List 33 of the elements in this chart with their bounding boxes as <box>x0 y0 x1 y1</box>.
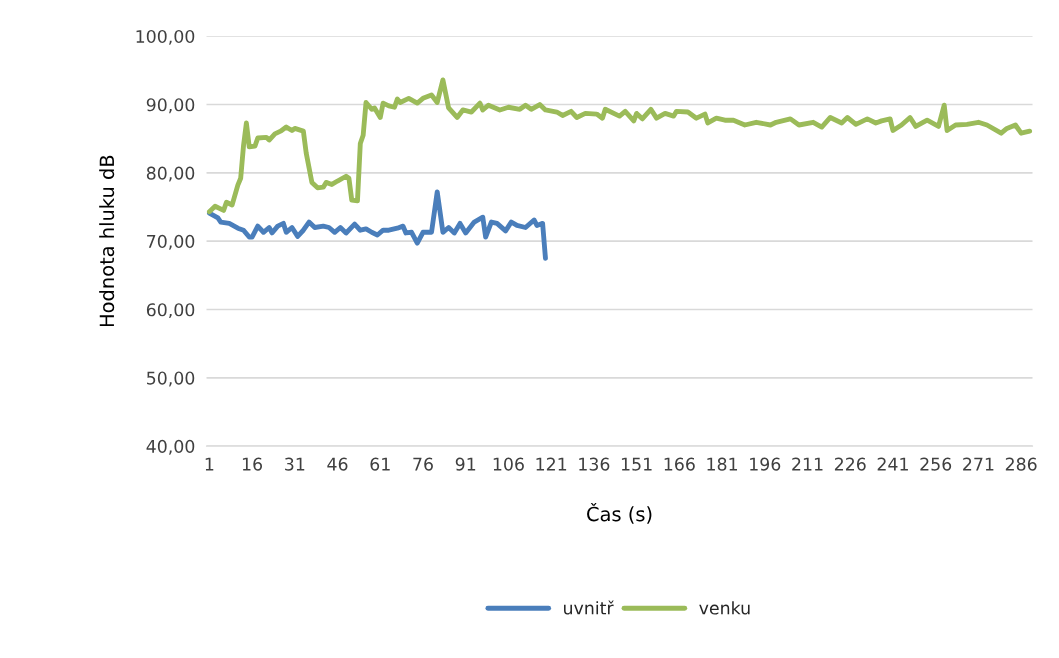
y-tick-label: 40,00 <box>146 439 195 455</box>
x-tick-label: 151 <box>621 457 652 471</box>
line-series <box>206 189 548 261</box>
x-axis-title: Čas (s) <box>587 503 652 524</box>
x-tick-label: 241 <box>877 457 908 471</box>
x-tick-label: 31 <box>285 457 305 471</box>
x-tick-label: 46 <box>327 457 348 471</box>
y-tick-label: 100,00 <box>136 29 195 45</box>
x-tick-label: 16 <box>242 457 263 471</box>
y-tick-label: 60,00 <box>146 303 195 319</box>
line-series <box>206 77 1033 215</box>
x-tick-label: 91 <box>455 457 476 471</box>
y-tick-label: 80,00 <box>146 166 195 182</box>
x-tick-label: 226 <box>834 457 866 471</box>
legend-label: venku <box>699 601 750 615</box>
x-tick-label: 166 <box>664 457 695 471</box>
x-tick-label: 286 <box>1005 457 1037 471</box>
x-tick-label: 121 <box>536 457 567 471</box>
x-tick-label: 271 <box>963 457 994 471</box>
x-tick-label: 61 <box>370 457 390 471</box>
x-tick-label: 211 <box>792 457 823 471</box>
legend-label: uvnitř <box>564 600 614 615</box>
y-axis-title: Hodnota hluku dB <box>99 155 115 327</box>
x-tick-label: 1 <box>205 457 214 471</box>
x-tick-label: 136 <box>579 457 610 471</box>
y-tick-label: 70,00 <box>147 234 195 250</box>
y-tick-label: 50,00 <box>147 371 195 387</box>
y-tick-label: 90,00 <box>146 98 195 114</box>
x-tick-label: 76 <box>413 457 433 471</box>
x-tick-label: 256 <box>920 457 952 471</box>
x-tick-label: 196 <box>750 457 781 471</box>
x-tick-label: 181 <box>707 457 738 471</box>
x-tick-label: 106 <box>493 457 524 471</box>
